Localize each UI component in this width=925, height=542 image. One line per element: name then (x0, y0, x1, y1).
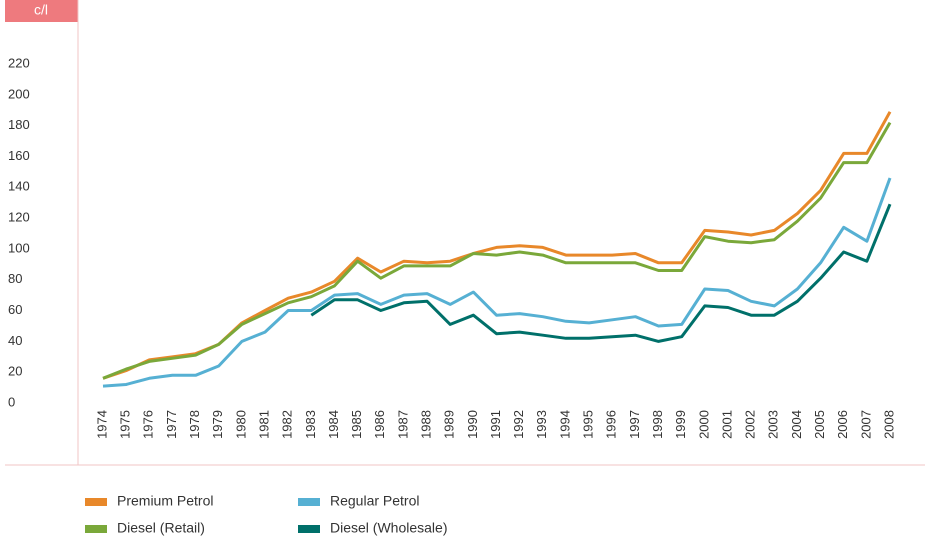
x-tick-label: 2004 (789, 410, 804, 439)
x-tick-label: 1984 (326, 410, 341, 439)
line-series (102, 121, 892, 380)
legend-label: Diesel (Wholesale) (330, 520, 447, 536)
x-tick-label: 1975 (118, 410, 133, 439)
legend-swatch (298, 525, 320, 533)
x-tick-label: 1989 (442, 410, 457, 439)
x-tick-label: 1994 (557, 410, 572, 439)
legend-label: Premium Petrol (117, 493, 213, 509)
line-series (102, 111, 892, 380)
y-tick-label: 220 (8, 55, 30, 70)
y-tick-label: 60 (8, 302, 22, 317)
x-tick-label: 1978 (187, 410, 202, 439)
y-tick-label: 180 (8, 117, 30, 132)
y-tick-label: 200 (8, 86, 30, 101)
x-tick-label: 2006 (835, 410, 850, 439)
x-tick-label: 1997 (627, 410, 642, 439)
x-tick-label: 2008 (881, 410, 896, 439)
y-axis-label: c/l (34, 2, 48, 18)
x-tick-label: 1977 (164, 410, 179, 439)
x-tick-label: 2000 (696, 410, 711, 439)
x-tick-label: 1998 (650, 410, 665, 439)
legend-swatch (85, 498, 107, 506)
y-tick-label: 0 (8, 394, 15, 409)
x-tick-label: 1974 (94, 410, 109, 439)
x-tick-label: 1993 (534, 410, 549, 439)
x-tick-label: 1996 (604, 410, 619, 439)
x-tick-label: 1986 (372, 410, 387, 439)
x-tick-label: 1999 (673, 410, 688, 439)
line-series (102, 177, 892, 388)
x-tick-label: 1988 (418, 410, 433, 439)
y-tick-label: 100 (8, 240, 30, 255)
legend-swatch (85, 525, 107, 533)
x-tick-label: 1985 (349, 410, 364, 439)
x-tick-label: 1987 (395, 410, 410, 439)
x-tick-label: 2005 (812, 410, 827, 439)
y-tick-label: 140 (8, 179, 30, 194)
legend-label: Diesel (Retail) (117, 520, 205, 536)
x-tick-label: 1976 (141, 410, 156, 439)
x-tick-label: 1991 (488, 410, 503, 439)
y-tick-label: 20 (8, 364, 22, 379)
legend-label: Regular Petrol (330, 493, 420, 509)
x-tick-label: 2003 (766, 410, 781, 439)
x-tick-label: 2001 (719, 410, 734, 439)
x-tick-label: 1981 (256, 410, 271, 439)
x-tick-label: 2002 (743, 410, 758, 439)
y-tick-label: 120 (8, 210, 30, 225)
y-tick-label: 160 (8, 148, 30, 163)
legend-swatch (298, 498, 320, 506)
x-tick-label: 1992 (511, 410, 526, 439)
y-tick-label: 40 (8, 333, 22, 348)
line-series (310, 203, 892, 343)
x-tick-label: 1979 (210, 410, 225, 439)
y-tick-label: 80 (8, 271, 22, 286)
x-tick-label: 1995 (581, 410, 596, 439)
x-tick-label: 2007 (858, 410, 873, 439)
x-tick-label: 1980 (233, 410, 248, 439)
x-tick-label: 1990 (465, 410, 480, 439)
unit-box (5, 0, 78, 22)
x-tick-label: 1982 (280, 410, 295, 439)
x-tick-label: 1983 (303, 410, 318, 439)
